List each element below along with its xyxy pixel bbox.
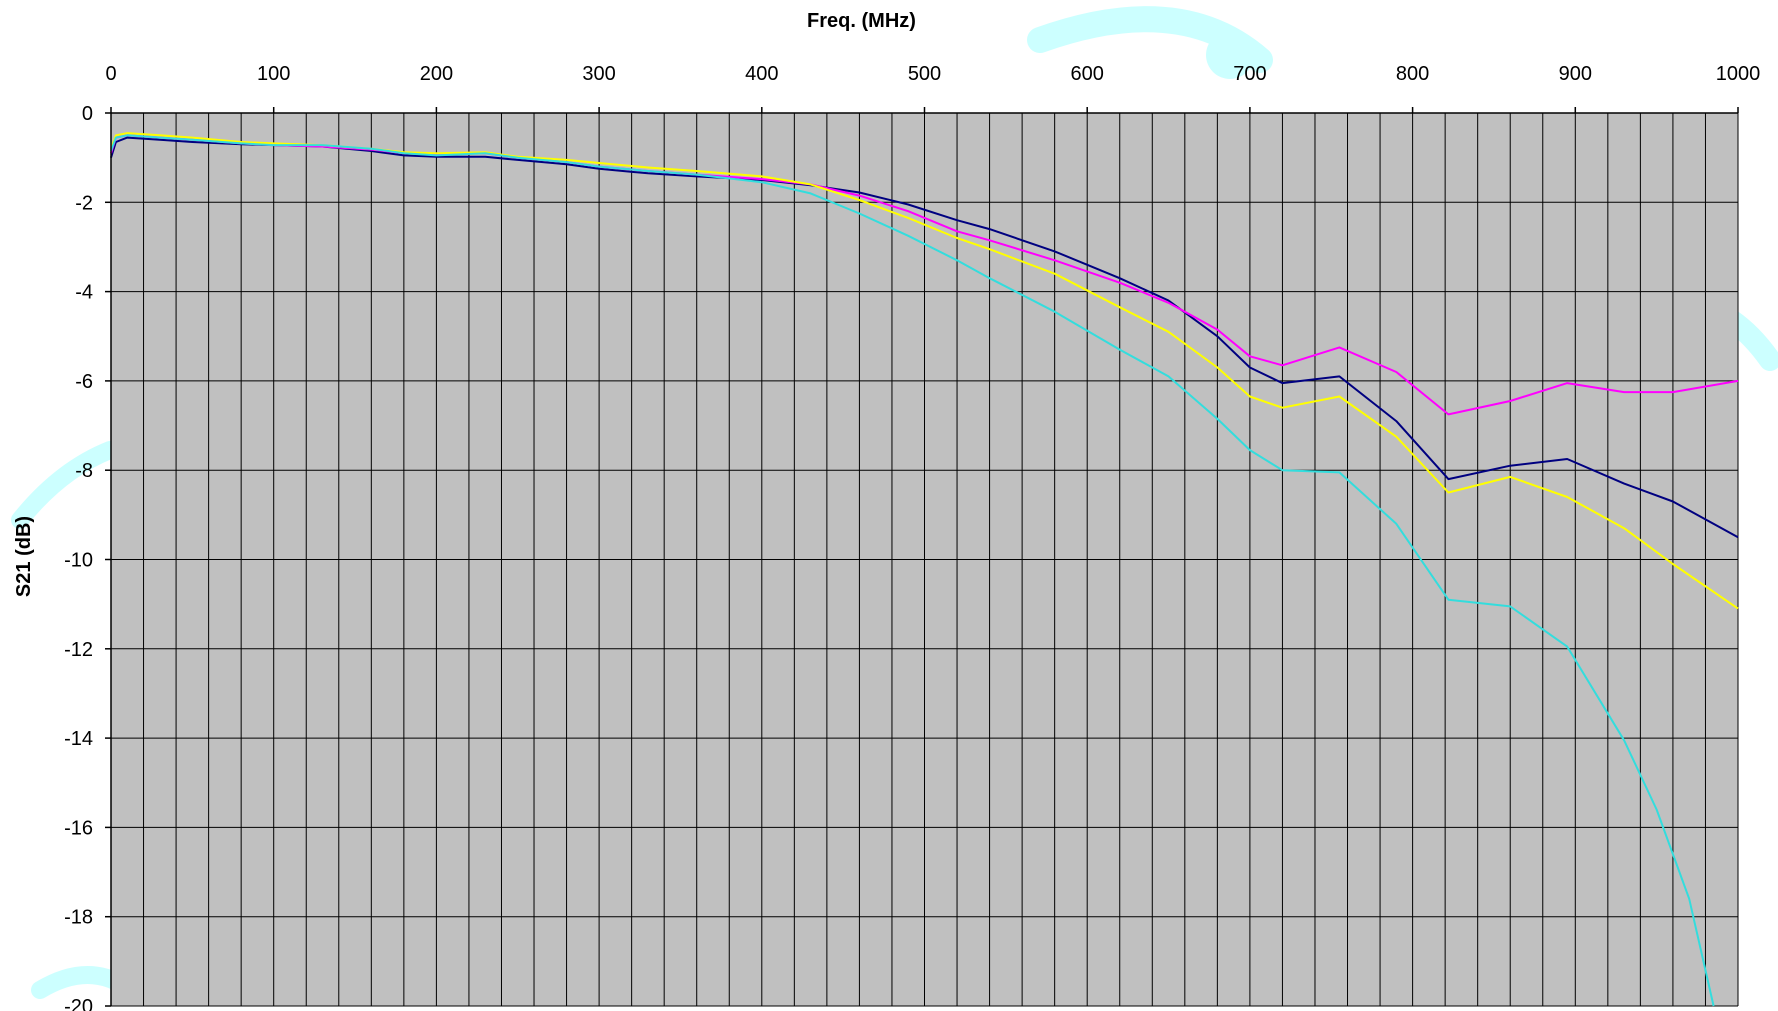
x-tick-labels: 0 100 200 300 400 500 600 700 800 900 1000 <box>105 63 1760 85</box>
x-tick-label: 700 <box>1233 63 1266 85</box>
axes <box>105 107 1739 1007</box>
x-tick-label: 500 <box>908 63 941 85</box>
y-tick-label: 0 <box>82 103 93 125</box>
x-tick-label: 0 <box>105 63 116 85</box>
y-tick-labels: 0 -2 -4 -6 -8 -10 -12 -14 -16 -18 -20 <box>64 103 93 1011</box>
x-tick-label: 900 <box>1559 63 1592 85</box>
x-axis-title: Freq. (MHz) <box>807 10 916 32</box>
y-tick-label: -8 <box>75 460 93 482</box>
y-tick-label: -6 <box>75 371 93 393</box>
x-tick-label: 300 <box>582 63 615 85</box>
y-tick-label: -10 <box>64 550 93 572</box>
y-tick-label: -16 <box>64 817 93 839</box>
y-tick-label: -20 <box>64 996 93 1011</box>
y-tick-label: -12 <box>64 639 93 661</box>
y-axis-title: S21 (dB) <box>13 516 35 597</box>
x-tick-label: 400 <box>745 63 778 85</box>
y-tick-label: -4 <box>75 282 93 304</box>
x-tick-label: 600 <box>1071 63 1104 85</box>
x-tick-label: 100 <box>257 63 290 85</box>
x-tick-label: 200 <box>420 63 453 85</box>
x-tick-label: 800 <box>1396 63 1429 85</box>
y-tick-label: -14 <box>64 728 93 750</box>
y-tick-label: -18 <box>64 907 93 929</box>
series-line-3 <box>110 132 1739 610</box>
series-line-4 <box>110 134 1715 1007</box>
data-series <box>110 132 1739 1007</box>
y-tick-label: -2 <box>75 192 93 214</box>
x-tick-label: 1000 <box>1716 63 1761 85</box>
